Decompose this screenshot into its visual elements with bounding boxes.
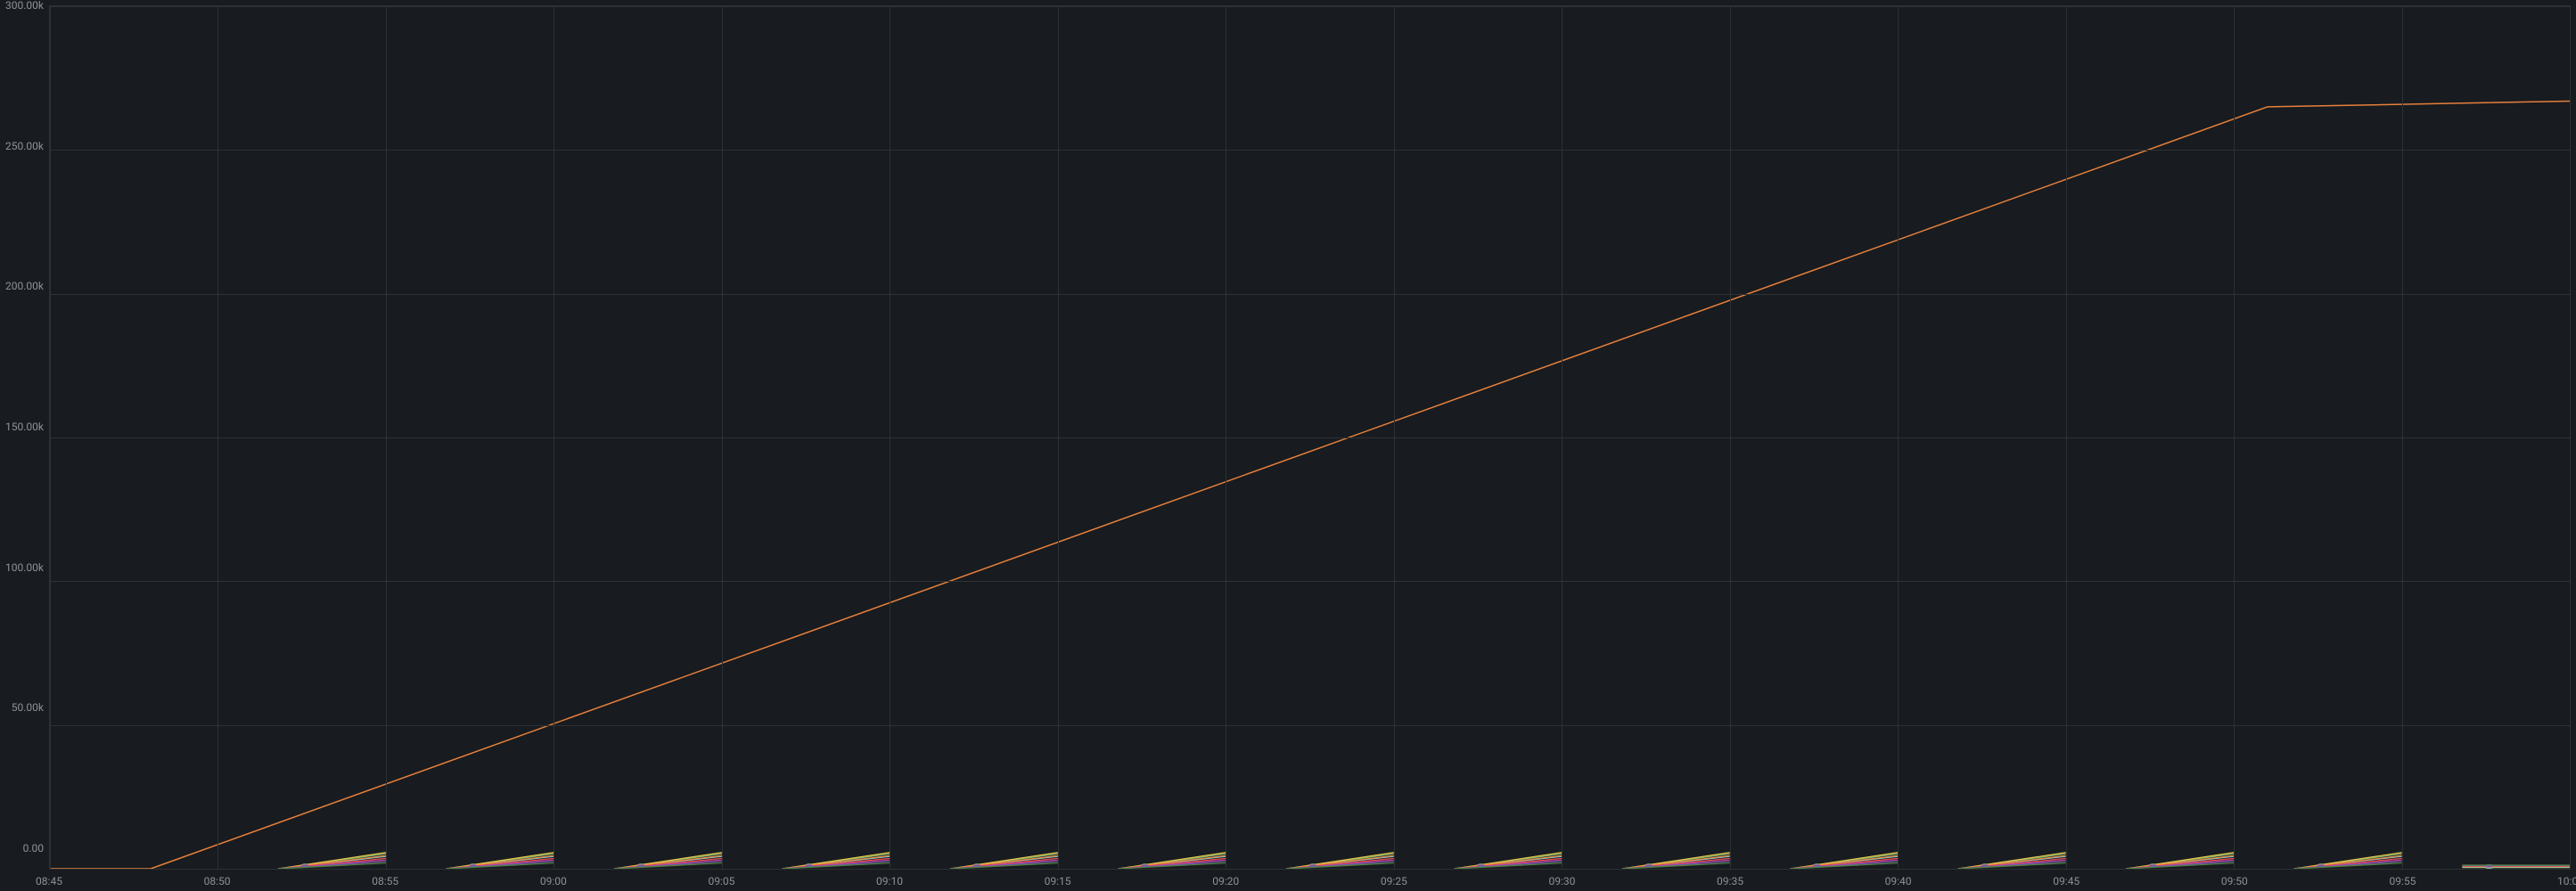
- gridline-vertical: [1058, 6, 1059, 869]
- y-tick-label: 50.00k: [12, 701, 44, 714]
- gridline-vertical: [2234, 6, 2235, 869]
- plot-area[interactable]: [49, 5, 2571, 870]
- x-tick-label: 08:45: [36, 875, 62, 887]
- gridline-vertical: [386, 6, 387, 869]
- x-tick-label: 09:25: [1381, 875, 1407, 887]
- gridline-vertical: [1562, 6, 1563, 869]
- gridline-horizontal: [50, 869, 2570, 870]
- y-tick-label: 150.00k: [5, 421, 44, 433]
- x-tick-label: 10:00: [2557, 875, 2576, 887]
- x-tick-label: 09:05: [708, 875, 734, 887]
- x-tick-label: 08:55: [372, 875, 398, 887]
- gridline-vertical: [217, 6, 218, 869]
- gridline-horizontal: [50, 437, 2570, 438]
- gridline-horizontal: [50, 725, 2570, 726]
- x-tick-label: 09:45: [2053, 875, 2080, 887]
- x-tick-label: 09:40: [1885, 875, 1912, 887]
- x-tick-label: 09:55: [2389, 875, 2416, 887]
- y-tick-label: 300.00k: [5, 0, 44, 12]
- gridline-horizontal: [50, 581, 2570, 582]
- gridline-vertical: [2570, 6, 2571, 869]
- main-series-line: [50, 101, 2570, 869]
- gridline-vertical: [50, 6, 51, 869]
- x-tick-label: 08:50: [204, 875, 231, 887]
- y-tick-label: 0.00: [23, 842, 44, 854]
- x-tick-label: 09:35: [1717, 875, 1743, 887]
- x-tick-label: 09:20: [1212, 875, 1239, 887]
- x-tick-label: 09:30: [1548, 875, 1575, 887]
- gridline-vertical: [722, 6, 723, 869]
- gridline-vertical: [1394, 6, 1395, 869]
- gridline-horizontal: [50, 150, 2570, 151]
- gridline-horizontal: [50, 294, 2570, 295]
- gridline-horizontal: [50, 6, 2570, 7]
- x-axis: 08:4508:5008:5509:0009:0509:1009:1509:20…: [49, 873, 2571, 891]
- gridline-vertical: [2066, 6, 2067, 869]
- y-tick-label: 200.00k: [5, 280, 44, 292]
- timeseries-panel: 0.00 50.00k 100.00k 150.00k 200.00k 250.00k 30…: [0, 0, 2576, 891]
- x-tick-label: 09:10: [876, 875, 903, 887]
- gridline-vertical: [2402, 6, 2403, 869]
- y-tick-label: 100.00k: [5, 561, 44, 574]
- gridline-vertical: [1730, 6, 1731, 869]
- y-axis: 0.00 50.00k 100.00k 150.00k 200.00k 250.00k 30…: [0, 0, 49, 870]
- x-tick-label: 09:50: [2221, 875, 2248, 887]
- x-tick-label: 09:15: [1045, 875, 1071, 887]
- y-tick-label: 250.00k: [5, 140, 44, 152]
- gridline-vertical: [1898, 6, 1899, 869]
- x-tick-label: 09:00: [540, 875, 567, 887]
